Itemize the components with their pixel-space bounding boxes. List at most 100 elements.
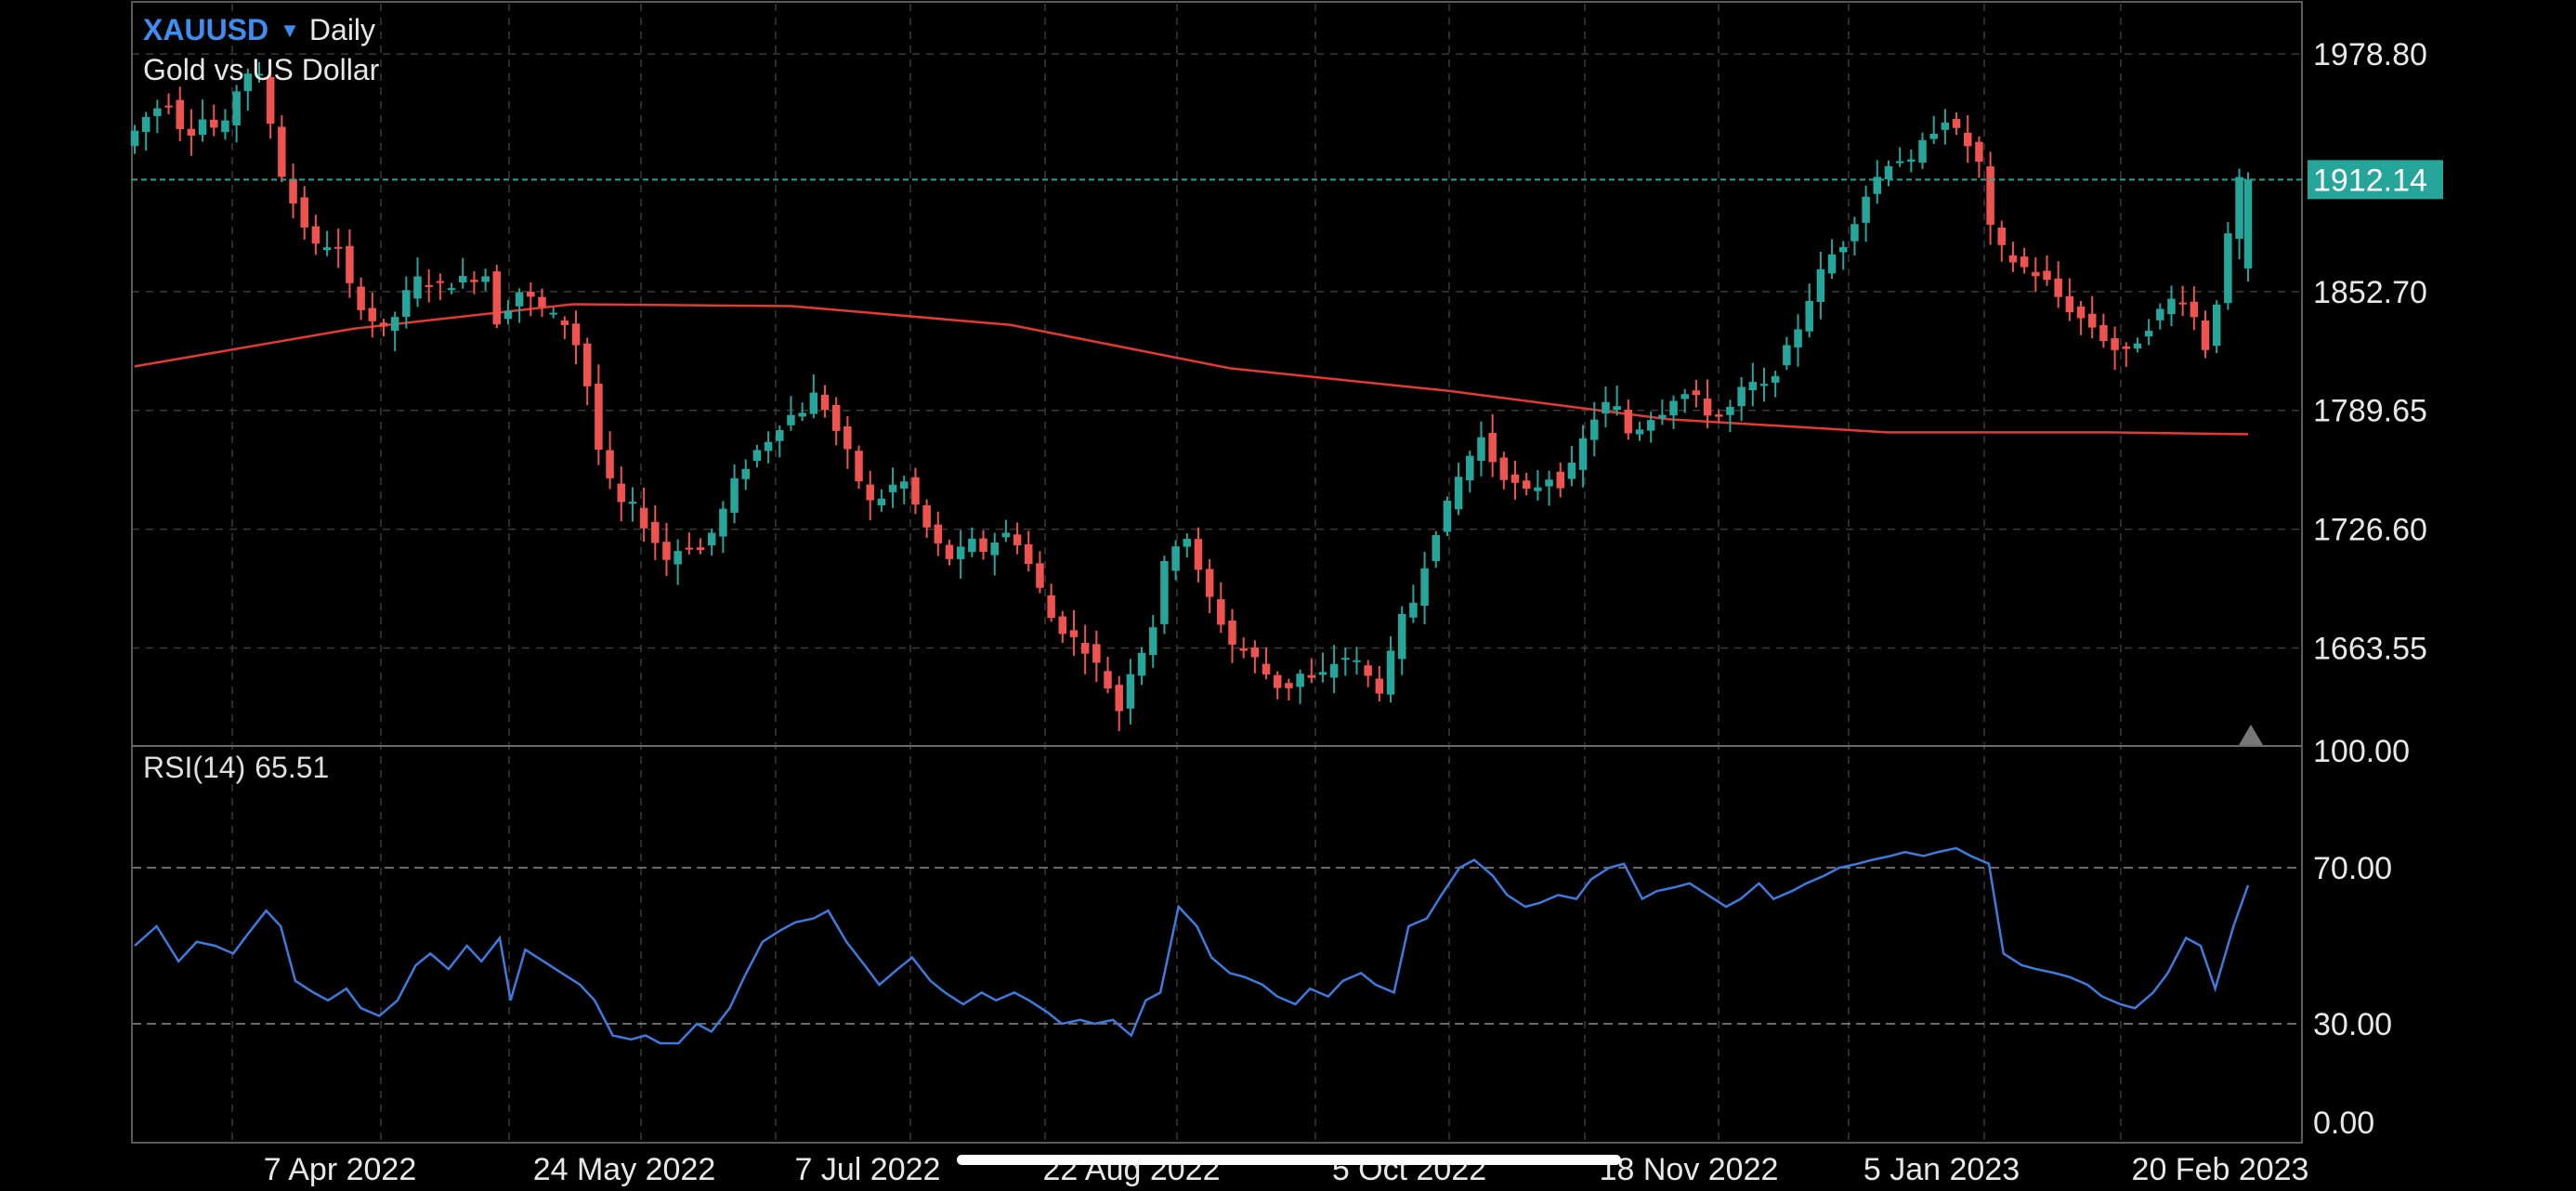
candle-up: [1726, 406, 1734, 415]
candle-down: [922, 504, 931, 528]
candle-up: [1929, 133, 1938, 139]
triangle-up-icon[interactable]: [2239, 725, 2263, 745]
candle-down: [164, 105, 173, 108]
instrument-description: Gold vs US Dollar: [143, 53, 380, 86]
candle-down: [311, 226, 320, 244]
candle-down: [1522, 480, 1531, 489]
candle-up: [1850, 224, 1859, 242]
price-axis[interactable]: 1978.80 1852.70 1789.65 1726.60 1663.55: [2313, 37, 2427, 666]
rsi-label-name: RSI(14): [143, 751, 246, 784]
candle-up: [515, 292, 524, 307]
candle-down: [1975, 141, 1983, 163]
candle-up: [1748, 382, 1758, 391]
symbol-label[interactable]: XAUUSD: [143, 13, 269, 46]
candle-up: [719, 508, 727, 537]
candle-up: [1148, 627, 1157, 656]
candle-up: [2156, 308, 2164, 321]
candle-down: [357, 286, 365, 310]
candle-down: [1104, 671, 1112, 689]
candle-down: [379, 322, 388, 327]
candle-up: [141, 116, 150, 133]
candle-up: [1646, 420, 1655, 431]
candle-down: [560, 321, 569, 325]
candle-up: [1183, 539, 1192, 547]
candle-up: [730, 478, 739, 513]
candle-up: [628, 502, 637, 504]
chart-frame: [131, 1, 2303, 1144]
candle-up: [1816, 268, 1825, 302]
symbol-selector[interactable]: XAUUSD ▼ Daily: [143, 13, 375, 47]
candle-down: [2099, 324, 2108, 341]
rsi-layer: [134, 846, 2250, 1045]
candle-down: [1115, 685, 1123, 712]
price-tick-label: 1789.65: [2313, 394, 2427, 429]
candle-down: [855, 451, 863, 482]
candle-down: [1092, 644, 1101, 663]
rsi-legend[interactable]: RSI(14) 65.51: [143, 751, 338, 785]
candle-up: [255, 73, 264, 76]
candle-up: [1613, 406, 1621, 411]
rsi-line: [134, 846, 2250, 1045]
candle-down: [1307, 674, 1316, 678]
candle-down: [436, 281, 445, 283]
candle-down: [1715, 414, 1723, 417]
candle-up: [1805, 300, 1813, 332]
candle-up: [809, 392, 818, 414]
time-tick-label: 18 Nov 2022: [1600, 1152, 1779, 1187]
rsi-axis[interactable]: 100.00 70.00 30.00 0.00: [2313, 734, 2410, 1141]
candle-up: [787, 414, 795, 425]
candle-down: [527, 292, 535, 297]
caret-down-icon[interactable]: ▼: [280, 18, 300, 42]
candle-up: [764, 441, 773, 452]
candle-up: [413, 276, 422, 299]
candle-down: [1499, 457, 1509, 480]
grid-lines: [132, 4, 2302, 1141]
time-tick-label: 24 May 2022: [533, 1152, 716, 1187]
candle-up: [1137, 652, 1146, 676]
candle-up: [549, 312, 557, 315]
candle-down: [582, 343, 592, 386]
home-indicator[interactable]: [957, 1155, 1621, 1165]
candle-up: [798, 412, 806, 417]
candle-down: [2054, 278, 2062, 297]
candle-down: [1285, 683, 1293, 688]
candle-up: [707, 532, 716, 545]
candle-up: [243, 73, 253, 92]
candle-down: [2122, 346, 2131, 349]
price-tick-label: 1978.80: [2313, 37, 2427, 72]
candle-down: [595, 383, 603, 451]
candle-down: [333, 246, 343, 249]
candle-down: [1250, 648, 1260, 658]
candle-down: [1364, 665, 1372, 676]
price-tick-label: 1852.70: [2313, 275, 2427, 310]
candle-up: [1862, 196, 1870, 223]
candle-up: [1454, 477, 1463, 510]
candle-down: [2043, 270, 2051, 281]
candle-up: [2224, 233, 2232, 304]
price-tick-label: 1663.55: [2313, 631, 2427, 666]
candle-down: [1239, 648, 1248, 651]
timeframe-label[interactable]: Daily: [308, 13, 376, 46]
rsi-tick-label: 100.00: [2313, 734, 2410, 769]
candle-down: [1624, 410, 1633, 434]
current-price-label: 1912.14: [2313, 163, 2427, 198]
candle-up: [1895, 161, 1904, 164]
candle-down: [934, 524, 943, 543]
candle-up: [1759, 384, 1769, 386]
candle-down: [538, 296, 546, 308]
candle-up: [1126, 674, 1135, 709]
candle-down: [1228, 621, 1236, 645]
candle-up: [1001, 532, 1011, 538]
candle-up: [1296, 674, 1304, 687]
candle-down: [1013, 534, 1022, 545]
candle-down: [651, 521, 660, 543]
time-axis[interactable]: 7 Apr 2022 24 May 2022 7 Jul 2022 22 Aug 20…: [264, 1152, 2309, 1187]
candle-up: [1432, 535, 1441, 561]
candles-layer: [130, 59, 2253, 731]
candle-down: [662, 542, 671, 560]
candle-up: [1409, 602, 1418, 618]
candle-down: [2087, 313, 2097, 328]
candle-down: [945, 544, 954, 559]
candle-up: [2167, 298, 2176, 315]
